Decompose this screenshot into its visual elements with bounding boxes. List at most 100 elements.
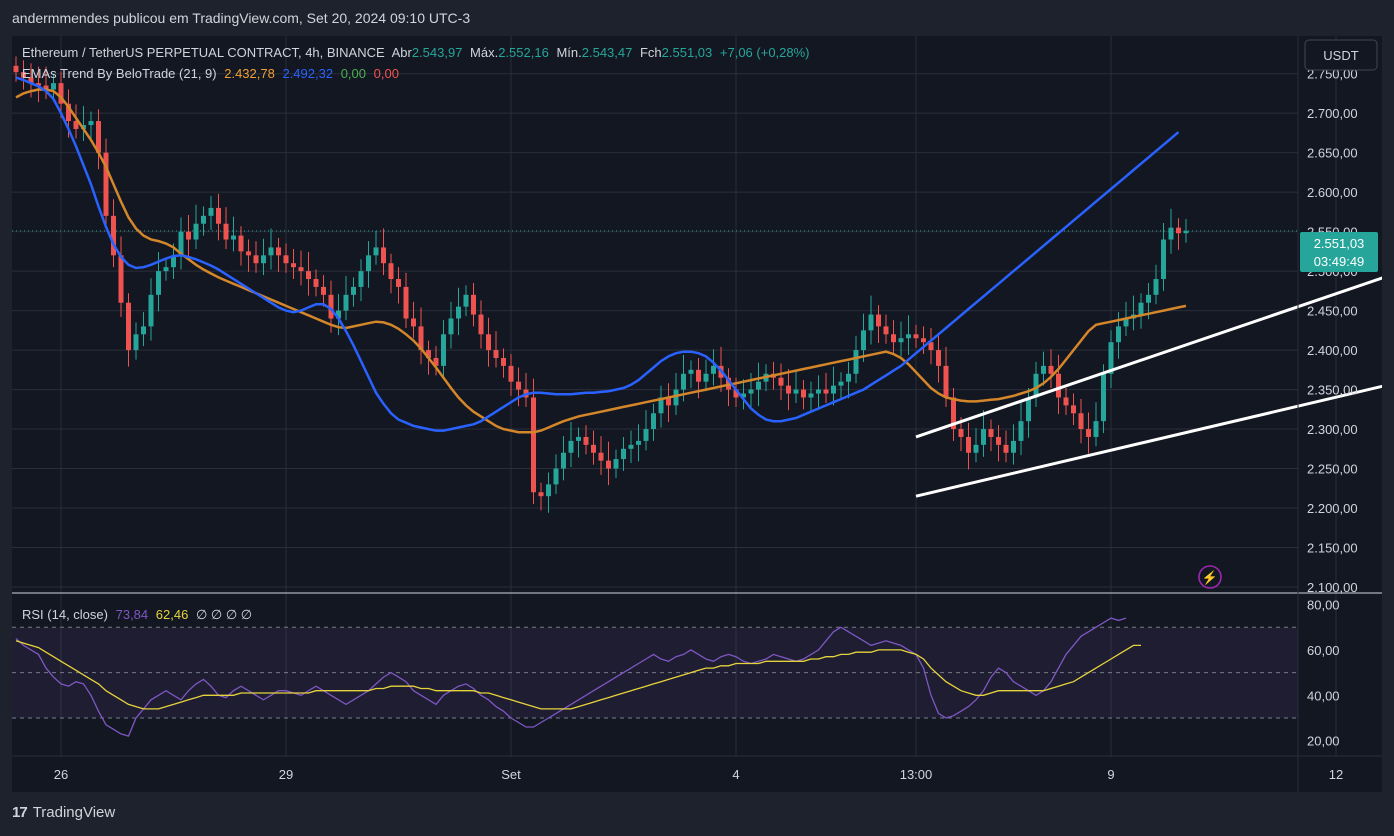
candle-body bbox=[1116, 326, 1121, 343]
candle-body bbox=[748, 389, 754, 394]
time-tick-label: 4 bbox=[732, 767, 739, 782]
rsi-panel: 20,00 40,00 60,00 80,00 bbox=[12, 598, 1340, 749]
candle-body bbox=[621, 448, 626, 460]
ema-lines bbox=[15, 76, 1187, 434]
candle-body bbox=[711, 365, 716, 374]
last-price-tag: 2.551,03 03:49:49 bbox=[1300, 232, 1378, 272]
candle-body bbox=[651, 413, 656, 430]
candle-body bbox=[178, 231, 184, 256]
candle-body bbox=[478, 314, 484, 335]
candle-body bbox=[343, 294, 349, 311]
candle-body bbox=[396, 279, 401, 287]
close-value: 2.551,03 bbox=[661, 45, 713, 60]
candle-body bbox=[673, 389, 679, 406]
candle-body bbox=[321, 286, 326, 295]
rsi-tick-label: 40,00 bbox=[1307, 688, 1340, 703]
candle-body bbox=[876, 314, 881, 327]
high-value: 2.552,16 bbox=[498, 45, 549, 60]
candle-body bbox=[516, 381, 521, 390]
candle-body bbox=[681, 373, 686, 390]
candle-body bbox=[778, 377, 784, 386]
candle-body bbox=[291, 263, 296, 268]
candle-body bbox=[598, 452, 604, 461]
candle-body bbox=[906, 334, 911, 339]
rsi-placeholders: ∅ ∅ ∅ ∅ bbox=[195, 607, 253, 622]
candle-body bbox=[988, 429, 994, 437]
candle-body bbox=[253, 255, 259, 264]
open-value: 2.543,97 bbox=[411, 45, 463, 60]
candle-body bbox=[73, 121, 79, 129]
candle-body bbox=[111, 215, 116, 256]
candle-body bbox=[426, 350, 431, 358]
currency-label: USDT bbox=[1323, 48, 1358, 63]
rsi-line bbox=[15, 617, 1127, 737]
candles bbox=[13, 56, 1189, 513]
candle-body bbox=[163, 267, 169, 272]
ema-legend[interactable]: EMAs Trend By BeloTrade (21, 9) 2.432,78… bbox=[22, 66, 403, 81]
time-tick-label: Set bbox=[501, 767, 521, 782]
channel-lines bbox=[915, 272, 1394, 498]
lightning-icon[interactable]: ⚡ bbox=[1198, 565, 1222, 589]
candle-body bbox=[733, 389, 739, 398]
time-tick-label: 12 bbox=[1329, 767, 1343, 782]
candle-body bbox=[1153, 279, 1159, 295]
price-tick-label: 2.450,00 bbox=[1307, 304, 1358, 319]
candle-body bbox=[66, 103, 71, 122]
candle-body bbox=[43, 85, 49, 90]
candle-body bbox=[433, 357, 439, 366]
candle-body bbox=[531, 397, 536, 493]
rsi-legend[interactable]: RSI (14, close) 73,84 62,46 ∅ ∅ ∅ ∅ bbox=[22, 607, 256, 623]
price-tick-label: 2.600,00 bbox=[1307, 185, 1358, 200]
candle-body bbox=[973, 444, 979, 453]
candle-body bbox=[223, 223, 229, 240]
candle-body bbox=[373, 247, 379, 256]
candle-body bbox=[553, 468, 559, 485]
candle-body bbox=[351, 286, 356, 295]
candle-body bbox=[13, 65, 19, 73]
price-tick-label: 2.100,00 bbox=[1307, 580, 1358, 595]
candle-body bbox=[1071, 405, 1076, 414]
svg-text:⚡: ⚡ bbox=[1202, 570, 1218, 586]
ema-name[interactable]: EMAs Trend By BeloTrade (21, 9) bbox=[22, 66, 217, 81]
candle-body bbox=[28, 77, 34, 84]
candle-body bbox=[936, 350, 941, 366]
candle-body bbox=[276, 247, 281, 256]
ohlc-legend[interactable]: Ethereum / TetherUS PERPETUAL CONTRACT, … bbox=[22, 45, 814, 60]
low-value: 2.543,47 bbox=[581, 45, 633, 60]
time-tick-label: 13:00 bbox=[900, 767, 933, 782]
candle-body bbox=[1003, 444, 1009, 453]
candle-body bbox=[1183, 230, 1189, 234]
candle-body bbox=[156, 271, 161, 295]
time-tick-label: 26 bbox=[54, 767, 68, 782]
candle-body bbox=[418, 326, 424, 351]
footer[interactable]: 17 TradingView bbox=[12, 804, 115, 821]
candle-body bbox=[816, 389, 821, 394]
candle-body bbox=[246, 251, 251, 256]
candle-body bbox=[561, 452, 566, 469]
rsi-name[interactable]: RSI (14, close) bbox=[22, 607, 108, 622]
candle-body bbox=[853, 350, 859, 374]
candle-body bbox=[1063, 397, 1069, 406]
tradingview-logo-icon: 17 bbox=[12, 804, 28, 821]
candle-body bbox=[306, 271, 311, 280]
symbol-name[interactable]: Ethereum / TetherUS PERPETUAL CONTRACT, … bbox=[22, 45, 385, 60]
currency-button[interactable] bbox=[1304, 39, 1378, 71]
candle-body bbox=[186, 231, 191, 240]
rsi-tick-label: 80,00 bbox=[1307, 598, 1340, 613]
trendline bbox=[915, 381, 1394, 498]
change-value: +7,06 (+0,28%) bbox=[719, 45, 810, 60]
chart-frame[interactable]: 20,00 40,00 60,00 80,00 2.100,00 2.150,00 2.2… bbox=[12, 36, 1394, 792]
candle-body bbox=[846, 373, 851, 382]
candle-body bbox=[141, 326, 146, 335]
candle-body bbox=[471, 294, 476, 315]
candle-body bbox=[868, 314, 874, 331]
ema21-line bbox=[15, 88, 1187, 434]
candle-body bbox=[1123, 318, 1129, 327]
candle-body bbox=[883, 326, 889, 335]
candle-body bbox=[823, 389, 829, 394]
candle-body bbox=[1026, 397, 1031, 422]
candle-body bbox=[1176, 227, 1181, 234]
candle-body bbox=[238, 235, 244, 252]
candle-body bbox=[1146, 294, 1151, 303]
